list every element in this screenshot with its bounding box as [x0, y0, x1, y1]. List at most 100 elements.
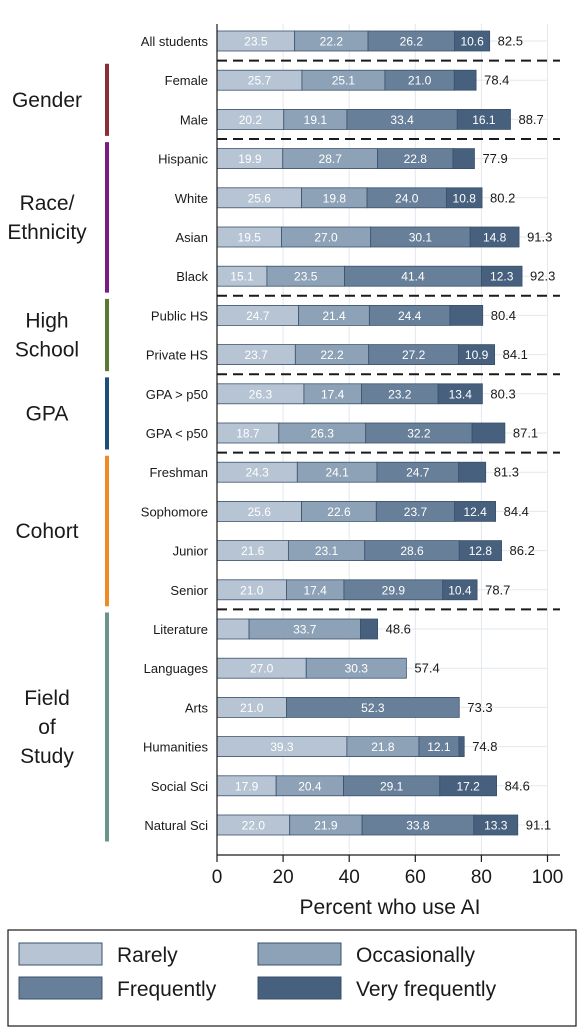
bar-value-label: 15.1 — [230, 270, 254, 284]
bar-value-label: 30.3 — [345, 662, 369, 676]
bar-value-label: 27.0 — [314, 231, 338, 245]
bar-total-label: 48.6 — [386, 622, 411, 637]
bars: 23.5 22.2 26.2 10.6 82.5 25.7 25.1 21.0 78.4 20.2… — [216, 30, 555, 836]
bar-value-label: 23.7 — [404, 505, 428, 519]
bar-segment — [439, 775, 498, 797]
bar-total-label: 77.9 — [482, 151, 507, 166]
bar-value-label: 12.4 — [463, 505, 487, 519]
bar-value-label: 19.5 — [238, 231, 262, 245]
row-label: Social Sci — [151, 779, 208, 794]
bar-value-label: 21.9 — [314, 819, 338, 833]
x-tick-label: 100 — [532, 867, 564, 888]
bar-value-label: 19.8 — [323, 191, 347, 205]
bar-value-label: 24.7 — [406, 466, 430, 480]
bar-value-label: 21.0 — [408, 74, 432, 88]
bar-total-label: 84.4 — [504, 504, 529, 519]
legend-swatch — [18, 942, 103, 966]
bar-value-label: 23.5 — [294, 270, 318, 284]
bar-value-label: 29.9 — [382, 583, 406, 597]
bar-value-label: 26.2 — [400, 35, 424, 49]
bar-segment — [456, 109, 511, 130]
bar-segment — [453, 69, 477, 91]
bar-value-label: 26.3 — [249, 387, 273, 401]
bar-total-label: 57.4 — [414, 661, 439, 676]
bar-value-label: 21.0 — [240, 701, 264, 715]
bar-total-label: 73.3 — [467, 700, 492, 715]
bar-total-label: 81.3 — [494, 465, 519, 480]
bar-value-label: 17.9 — [235, 779, 259, 793]
bar-value-label: 32.2 — [407, 427, 431, 441]
bar-segment — [454, 500, 497, 522]
group-label-line: of — [38, 716, 56, 739]
bar-total-label: 88.7 — [518, 112, 543, 127]
group-label: Field of Study — [20, 687, 74, 768]
bar-value-label: 16.1 — [472, 113, 496, 127]
bar-value-label: 23.5 — [244, 35, 268, 49]
group-separators — [217, 59, 560, 611]
bar-value-label: 22.2 — [320, 348, 344, 362]
bar-segment — [458, 540, 502, 561]
bar-segment — [469, 226, 520, 248]
bar-value-label: 17.2 — [457, 779, 481, 793]
row-label: White — [175, 191, 208, 206]
bar-value-label: 25.1 — [332, 74, 356, 88]
bar-value-label: 20.4 — [298, 779, 322, 793]
bar-value-label: 10.8 — [453, 191, 477, 205]
bar-segment — [473, 814, 519, 836]
row-label: Senior — [170, 583, 208, 598]
group-label-line: Ethnicity — [7, 221, 87, 244]
group-label-line: GPA — [26, 402, 69, 425]
bar-value-label: 13.3 — [484, 819, 508, 833]
bar-segment — [458, 344, 496, 366]
x-axis: Percent who use AI 0 20 40 60 80 100 — [212, 24, 564, 919]
bar-value-label: 17.4 — [321, 387, 345, 401]
bar-value-label: 24.3 — [245, 466, 269, 480]
bar-value-label: 22.0 — [242, 819, 266, 833]
row-label: Natural Sci — [144, 818, 208, 833]
bar-value-label: 21.4 — [322, 309, 346, 323]
bar-segment — [442, 579, 478, 601]
bar-value-label: 19.1 — [304, 113, 328, 127]
group-label-line: Race/ — [20, 192, 75, 215]
bar-value-label: 25.6 — [248, 191, 272, 205]
bar-total-label: 91.3 — [527, 230, 552, 245]
group-label: Race/Ethnicity — [7, 192, 87, 244]
legend: Rarely Occasionally Frequently Very frequen… — [7, 929, 577, 1027]
bar-segment — [305, 657, 407, 679]
bar-value-label: 22.8 — [404, 152, 428, 166]
bar-value-label: 24.0 — [395, 191, 419, 205]
bar-value-label: 10.9 — [465, 348, 489, 362]
bar-segment — [452, 148, 475, 170]
row-labels: All students Female Male Hispanic White Asian… — [141, 34, 209, 833]
bar-value-label: 21.6 — [241, 544, 265, 558]
x-tick-label: 40 — [339, 867, 360, 888]
legend-label: Frequently — [117, 978, 217, 1001]
legend-swatch — [257, 976, 342, 1000]
group-label: Cohort — [15, 520, 78, 543]
x-tick-label: 60 — [405, 867, 426, 888]
legend-swatch — [257, 942, 342, 966]
bar-value-label: 18.7 — [236, 427, 260, 441]
bar-value-label: 52.3 — [361, 701, 385, 715]
bar-value-label: 27.0 — [250, 662, 274, 676]
group-label-line: High — [25, 310, 68, 333]
bar-value-label: 28.6 — [400, 544, 424, 558]
bar-segment — [437, 383, 483, 405]
legend-label: Rarely — [117, 944, 178, 967]
bar-value-label: 33.8 — [406, 819, 430, 833]
bar-segment — [458, 461, 487, 483]
row-label: Black — [176, 269, 208, 284]
bar-value-label: 24.4 — [398, 309, 422, 323]
group-label-line: Cohort — [15, 520, 78, 543]
legend-swatch — [18, 976, 103, 1000]
bar-value-label: 29.1 — [380, 779, 404, 793]
bar-total-label: 80.3 — [490, 386, 515, 401]
bar-total-label: 87.1 — [513, 426, 538, 441]
group-label: Gender — [12, 89, 82, 112]
bar-segment — [454, 30, 491, 52]
bar-total-label: 91.1 — [526, 818, 551, 833]
bar-value-label: 20.2 — [239, 113, 263, 127]
bar-segment — [480, 265, 523, 287]
group-label: High School — [15, 310, 79, 362]
bar-value-label: 33.7 — [293, 623, 317, 637]
